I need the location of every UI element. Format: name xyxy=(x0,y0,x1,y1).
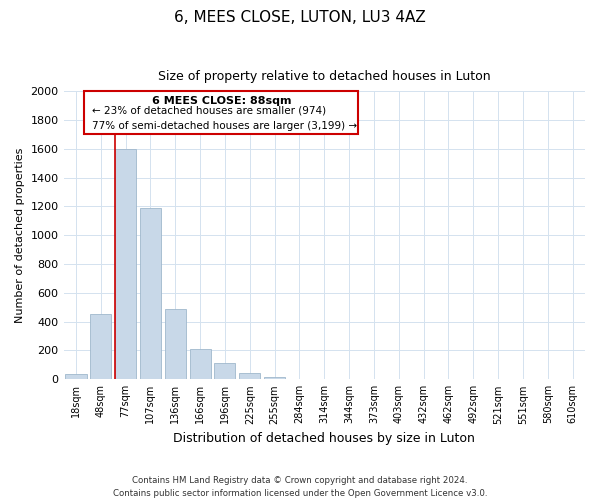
Bar xyxy=(140,208,161,380)
Bar xyxy=(264,377,285,380)
Bar xyxy=(239,373,260,380)
Y-axis label: Number of detached properties: Number of detached properties xyxy=(15,148,25,323)
Bar xyxy=(165,308,186,380)
Bar xyxy=(190,349,211,380)
Text: 6, MEES CLOSE, LUTON, LU3 4AZ: 6, MEES CLOSE, LUTON, LU3 4AZ xyxy=(174,10,426,25)
FancyBboxPatch shape xyxy=(85,91,358,134)
Bar xyxy=(115,148,136,380)
Text: Contains HM Land Registry data © Crown copyright and database right 2024.
Contai: Contains HM Land Registry data © Crown c… xyxy=(113,476,487,498)
Bar xyxy=(90,314,112,380)
Bar xyxy=(65,374,86,380)
X-axis label: Distribution of detached houses by size in Luton: Distribution of detached houses by size … xyxy=(173,432,475,445)
Text: 6 MEES CLOSE: 88sqm: 6 MEES CLOSE: 88sqm xyxy=(152,96,291,106)
Text: ← 23% of detached houses are smaller (974): ← 23% of detached houses are smaller (97… xyxy=(92,106,326,116)
Title: Size of property relative to detached houses in Luton: Size of property relative to detached ho… xyxy=(158,70,491,83)
Bar xyxy=(214,362,235,380)
Text: 77% of semi-detached houses are larger (3,199) →: 77% of semi-detached houses are larger (… xyxy=(92,120,358,130)
